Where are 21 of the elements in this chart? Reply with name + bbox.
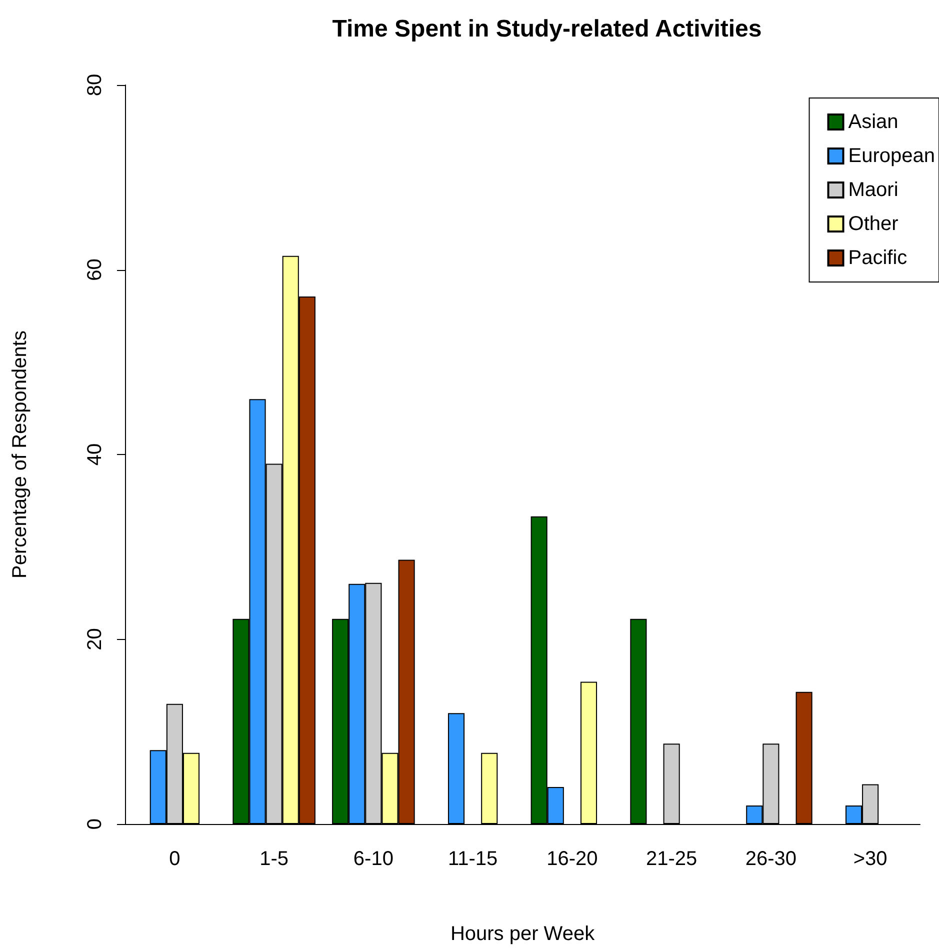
legend-label: Maori bbox=[848, 179, 898, 201]
x-tick-label: 21-25 bbox=[646, 848, 698, 870]
x-tick-label: >30 bbox=[853, 848, 888, 870]
legend-label: Pacific bbox=[848, 247, 908, 269]
y-tick-label: 60 bbox=[84, 258, 106, 281]
x-tick-label: 1-5 bbox=[260, 848, 289, 870]
y-tick-label: 20 bbox=[84, 628, 106, 650]
legend-label: Other bbox=[848, 213, 899, 235]
y-tick-label: 40 bbox=[84, 443, 106, 466]
x-tick-label: 16-20 bbox=[546, 848, 598, 870]
x-tick-label: 26-30 bbox=[745, 848, 797, 870]
y-tick-label: 80 bbox=[84, 74, 106, 96]
chart-title: Time Spent in Study-related Activities bbox=[332, 16, 762, 42]
legend-label: Asian bbox=[848, 111, 898, 133]
x-tick-label: 0 bbox=[169, 848, 180, 870]
legend-label: European bbox=[848, 145, 936, 167]
x-tick-label: 11-15 bbox=[448, 848, 498, 870]
y-axis-title: Percentage of Respondents bbox=[9, 330, 31, 578]
x-axis-title: Hours per Week bbox=[450, 923, 596, 945]
x-tick-label: 6-10 bbox=[353, 848, 394, 870]
y-tick-label: 0 bbox=[84, 818, 106, 830]
